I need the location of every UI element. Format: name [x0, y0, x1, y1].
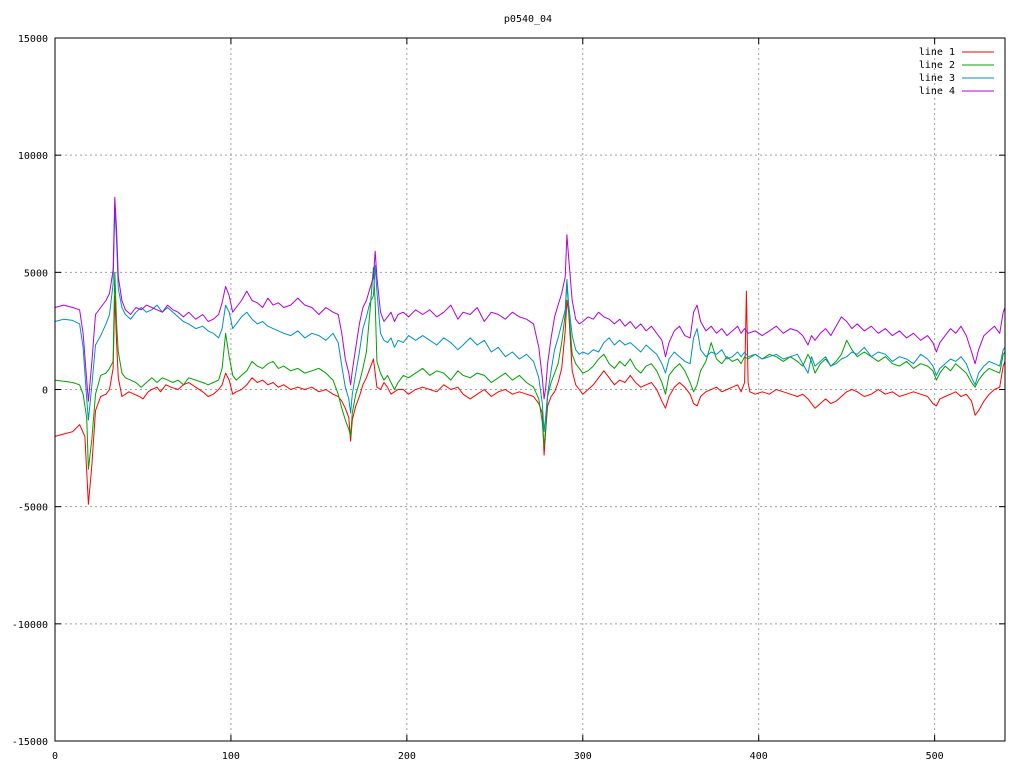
- legend-label-3: line 3: [919, 73, 955, 84]
- y-tick-label: -10000: [12, 620, 48, 631]
- ticks: 0 100 200 300 400 500 -15000 -10000 -5000 0 5000 10…: [12, 34, 1005, 762]
- legend: line 1 line 2 line 3 line 4: [919, 47, 994, 97]
- legend-label-2: line 2: [919, 60, 955, 71]
- series-line-3: [54, 206, 1006, 433]
- legend-label-4: line 4: [919, 86, 955, 97]
- y-tick-label: 0: [42, 386, 48, 397]
- x-tick-label: 200: [398, 751, 416, 762]
- legend-label-1: line 1: [919, 47, 955, 58]
- y-tick-label: 15000: [18, 34, 48, 45]
- y-tick-label: -15000: [12, 737, 48, 748]
- series-group: [54, 196, 1006, 505]
- x-tick-label: 300: [574, 751, 592, 762]
- x-tick-label: 500: [926, 751, 944, 762]
- y-tick-label: 10000: [18, 151, 48, 162]
- y-tick-label: -5000: [18, 503, 48, 514]
- chart-title: p0540_04: [504, 14, 552, 25]
- x-tick-label: 0: [52, 751, 58, 762]
- x-tick-label: 400: [750, 751, 768, 762]
- y-tick-label: 5000: [24, 268, 48, 279]
- grid: [55, 38, 1005, 741]
- series-line-4: [54, 196, 1006, 402]
- x-tick-label: 100: [222, 751, 240, 762]
